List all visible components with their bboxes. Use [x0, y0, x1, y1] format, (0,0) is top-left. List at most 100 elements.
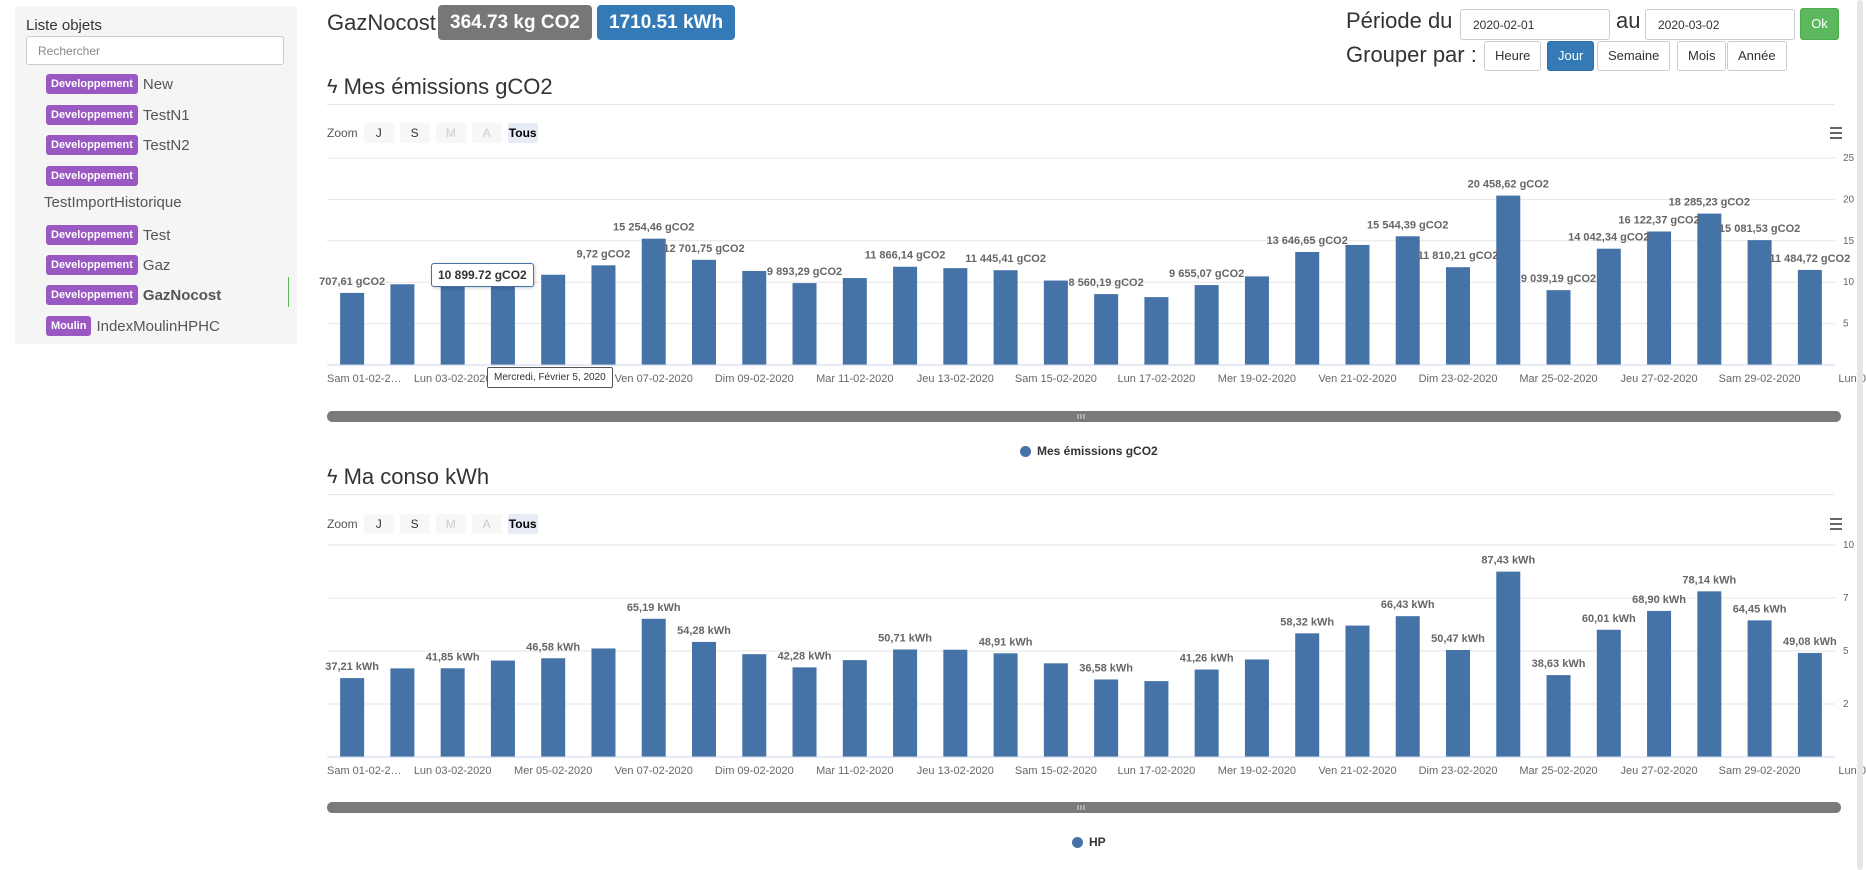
zoom-day-button[interactable]: J	[363, 514, 394, 534]
data-label: 41,26 kWh	[1180, 653, 1234, 665]
co2-tooltip: 10 899.72 gCO2	[431, 263, 534, 287]
bar	[1043, 280, 1068, 365]
chart-menu-icon[interactable]	[1830, 518, 1842, 530]
period-to-label: au	[1616, 8, 1641, 33]
active-item-marker	[288, 277, 289, 307]
object-name: IndexMoulinHPHC	[96, 317, 220, 335]
object-list-title: Liste objets	[26, 17, 102, 34]
kwh-chart-title: ϟ Ma conso kWh	[327, 464, 489, 490]
data-label: 48,91 kWh	[979, 636, 1033, 648]
period-from-input[interactable]	[1460, 9, 1610, 40]
bar	[893, 266, 918, 365]
category-badge: Developpement	[46, 255, 138, 275]
data-label: 37,21 kWh	[325, 661, 379, 673]
data-label: 64,45 kWh	[1733, 603, 1787, 615]
kwh-legend-label: HP	[1089, 835, 1106, 849]
x-tick-label: Lun 03-02-2020	[414, 765, 492, 777]
object-item-row: Developpement GazNocost	[46, 285, 221, 305]
search-input[interactable]	[26, 36, 284, 65]
zoom-day-button[interactable]: J	[363, 123, 394, 143]
x-tick-label: Mer 19-02-2020	[1218, 765, 1296, 777]
bar	[490, 660, 515, 757]
group-day-button[interactable]: Jour	[1547, 41, 1595, 71]
object-item[interactable]: Developpement Gaz	[46, 255, 170, 275]
object-item[interactable]: Moulin IndexMoulinHPHC	[46, 316, 220, 336]
object-name: TestImportHistorique	[44, 194, 182, 211]
bar	[1546, 290, 1571, 365]
category-badge: Developpement	[46, 225, 138, 245]
x-tick-label: Lun 17-02-2020	[1118, 373, 1196, 385]
x-tick-label: Dim 09-02-2020	[715, 765, 794, 777]
co2-total-badge: 364.73 kg CO2	[438, 5, 592, 40]
category-badge: Developpement	[46, 135, 138, 155]
zoom-all-button[interactable]: Tous	[507, 514, 538, 534]
ok-button[interactable]: Ok	[1800, 8, 1839, 40]
bar	[1747, 240, 1772, 365]
group-month-button[interactable]: Mois	[1677, 41, 1727, 71]
object-title: GazNocost	[327, 10, 436, 35]
zoom-year-button[interactable]: A	[471, 514, 502, 534]
data-label: 58,32 kWh	[1280, 616, 1334, 628]
bar	[390, 284, 415, 365]
bar	[1647, 231, 1672, 365]
zoom-week-button[interactable]: S	[399, 514, 430, 534]
data-label: 16 122,37 gCO2	[1618, 215, 1699, 227]
object-item[interactable]: Developpement TestN2	[46, 135, 190, 155]
y-tick-label: 10	[1843, 277, 1855, 288]
kwh-total-badge: 1710.51 kWh	[597, 5, 736, 40]
data-label: 65,19 kWh	[627, 602, 681, 614]
data-label: 15 544,39 gCO2	[1367, 219, 1448, 231]
bolt-icon: ϟ	[327, 75, 338, 98]
period-from-label: Période du	[1346, 8, 1453, 33]
zoom-label: Zoom	[327, 517, 358, 531]
zoom-all-button[interactable]: Tous	[507, 123, 538, 143]
bar	[440, 668, 465, 757]
data-label: 9 893,29 gCO2	[767, 266, 842, 278]
kwh-legend-item[interactable]: HP	[1072, 835, 1106, 849]
x-tick-label: Mar 25-02-2020	[1519, 765, 1597, 777]
object-name: GazNocost	[142, 286, 222, 304]
co2-legend-item[interactable]: Mes émissions gCO2	[1020, 444, 1158, 458]
y-tick-label: 5	[1843, 319, 1849, 330]
page-scrollbar[interactable]	[1857, 0, 1863, 870]
object-item[interactable]: Developpement New	[46, 74, 173, 94]
data-label: 42,28 kWh	[778, 650, 832, 662]
x-tick-label: Mar 11-02-2020	[816, 373, 893, 385]
object-item-row: Developpement TestN2	[46, 135, 190, 155]
object-item-row: Developpement	[46, 166, 182, 186]
x-tick-label: Jeu 27-02-2020	[1621, 765, 1698, 777]
object-item[interactable]: Developpement Test	[46, 225, 170, 245]
object-name: Test	[142, 226, 171, 244]
data-label: 68,90 kWh	[1632, 594, 1686, 606]
zoom-label: Zoom	[327, 126, 358, 140]
bar	[1345, 244, 1370, 365]
zoom-month-button[interactable]: M	[435, 514, 466, 534]
zoom-year-button[interactable]: A	[471, 123, 502, 143]
co2-zoom-row: Zoom J S M A Tous	[327, 123, 538, 143]
y-tick-label: 25	[1843, 153, 1855, 164]
bar	[1446, 650, 1470, 757]
bar	[1144, 681, 1169, 757]
x-tick-label: Ven 21-02-2020	[1318, 765, 1396, 777]
bar	[893, 649, 918, 757]
y-tick-label: 20	[1843, 194, 1855, 205]
bar	[1596, 629, 1621, 757]
zoom-week-button[interactable]: S	[399, 123, 430, 143]
data-label: 50,47 kWh	[1431, 633, 1485, 645]
bar	[641, 238, 666, 365]
bar	[340, 678, 365, 757]
bar	[1395, 236, 1420, 365]
x-tick-label: Jeu 13-02-2020	[917, 765, 994, 777]
period-to-input[interactable]	[1645, 9, 1795, 40]
zoom-month-button[interactable]: M	[435, 123, 466, 143]
group-week-button[interactable]: Semaine	[1597, 41, 1671, 71]
group-year-button[interactable]: Année	[1727, 41, 1787, 71]
object-item[interactable]: Developpement GazNocost	[46, 285, 221, 305]
category-badge: Developpement	[46, 166, 138, 186]
bar	[541, 658, 566, 757]
object-item[interactable]: Developpement TestImportHistorique	[44, 166, 182, 211]
bolt-icon: ϟ	[327, 465, 338, 488]
object-item[interactable]: Developpement TestN1	[46, 105, 190, 125]
chart-menu-icon[interactable]	[1830, 127, 1842, 139]
group-hour-button[interactable]: Heure	[1484, 41, 1542, 71]
